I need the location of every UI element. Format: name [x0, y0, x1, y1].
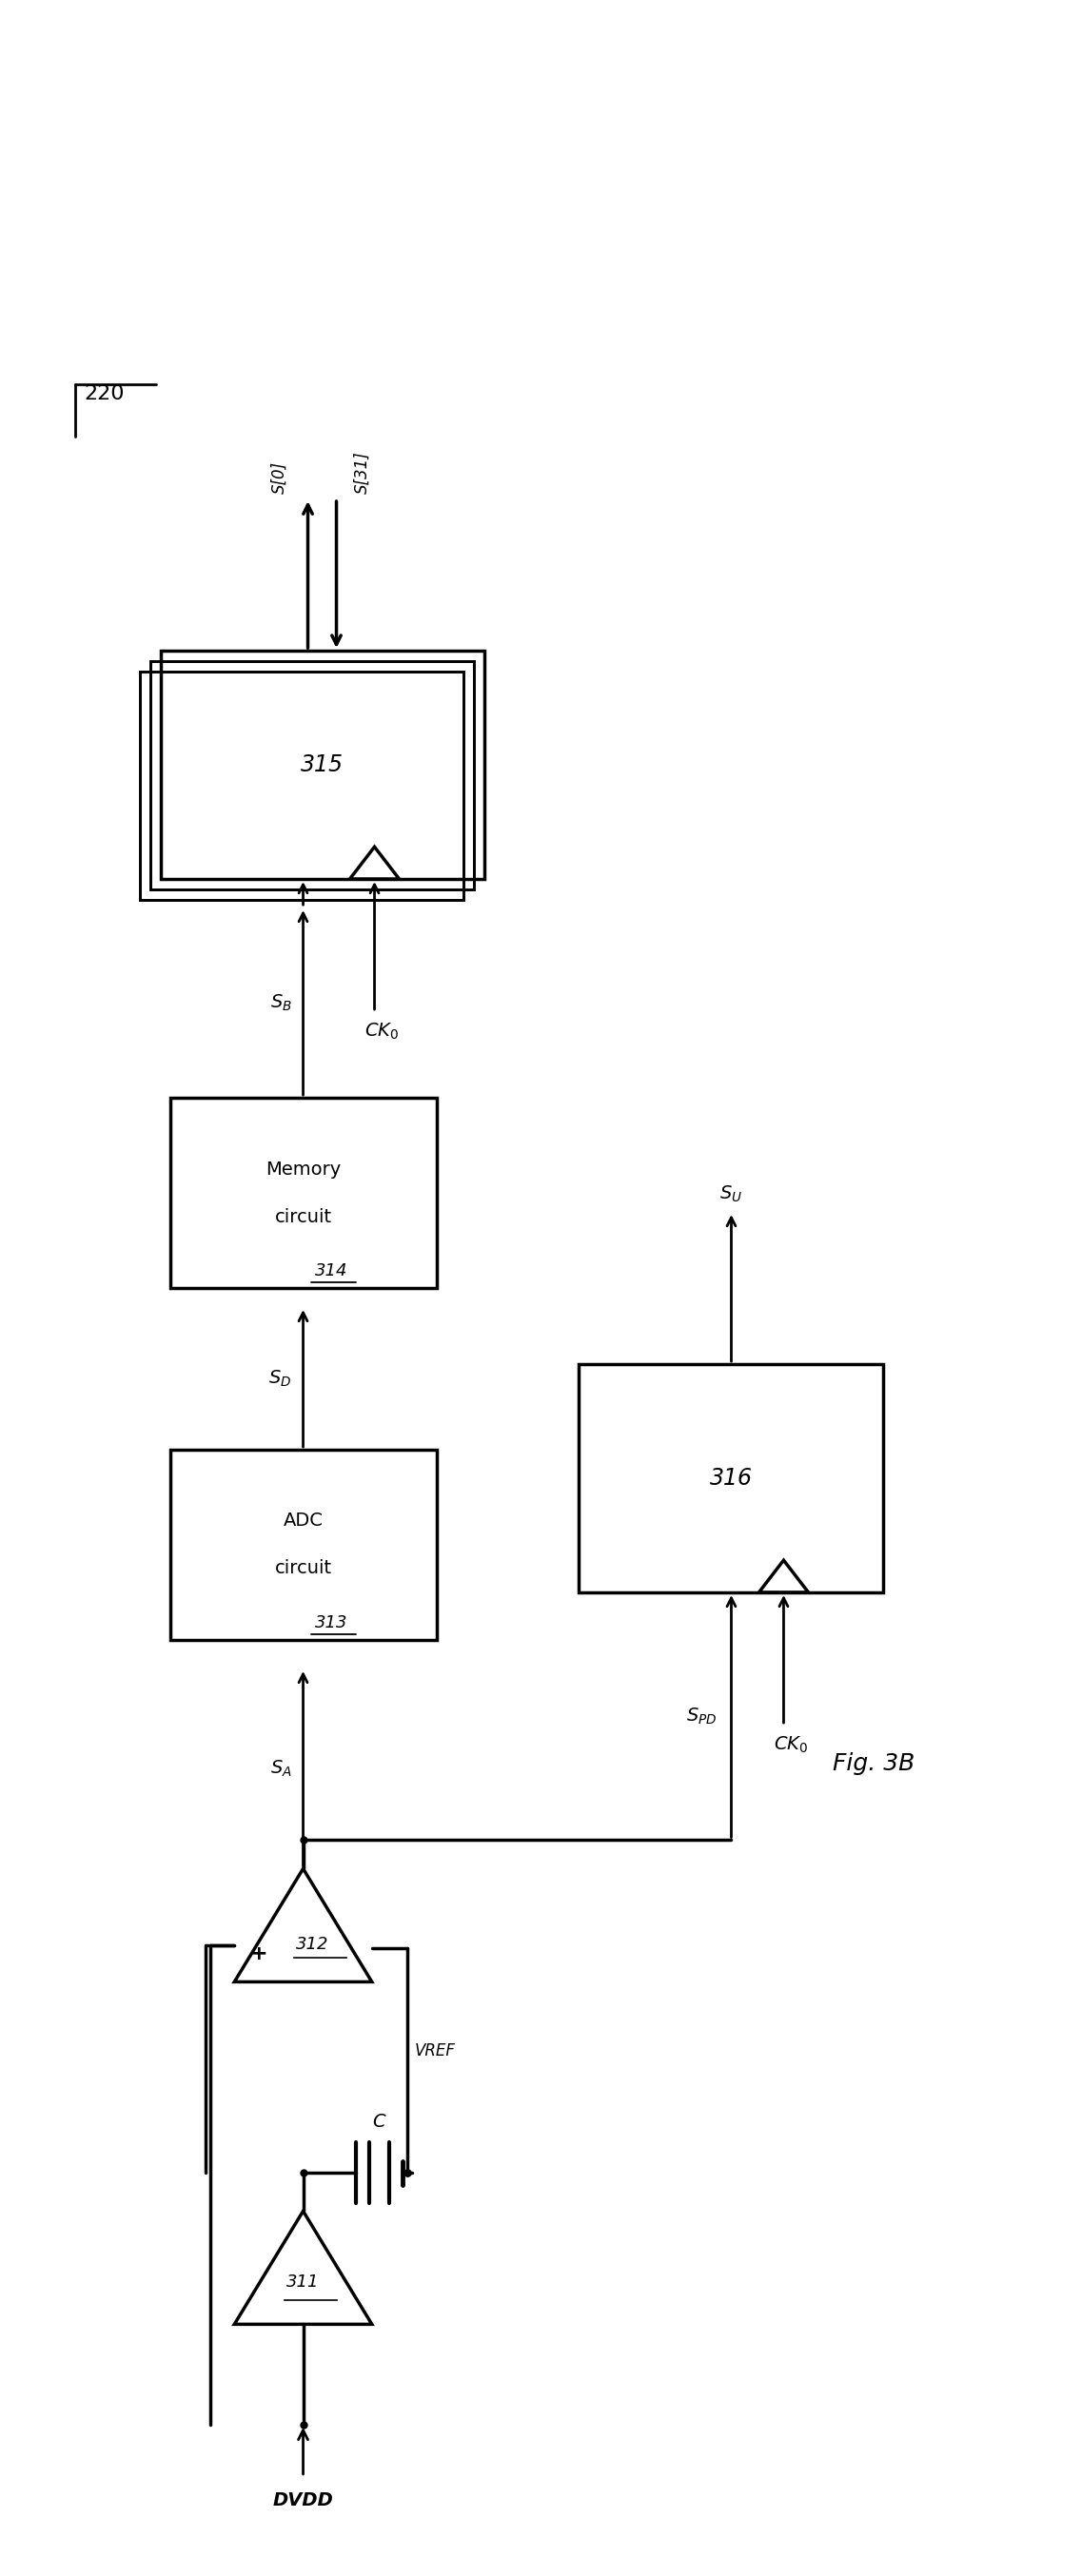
- Text: DVDD: DVDD: [273, 2491, 333, 2509]
- Text: 313: 313: [315, 1615, 348, 1631]
- Bar: [150, 662, 474, 889]
- Text: 314: 314: [315, 1262, 348, 1280]
- Text: S[0]: S[0]: [270, 461, 288, 495]
- Text: $CK_0$: $CK_0$: [365, 1023, 399, 1041]
- Text: S[31]: S[31]: [354, 451, 371, 495]
- Text: $S_U$: $S_U$: [720, 1185, 742, 1206]
- Bar: [579, 1365, 884, 1592]
- Text: $S_A$: $S_A$: [270, 1759, 292, 1777]
- Text: $S_B$: $S_B$: [269, 992, 292, 1012]
- Text: Memory: Memory: [265, 1159, 341, 1177]
- Text: VREF: VREF: [414, 2043, 456, 2061]
- Bar: [170, 1097, 436, 1288]
- Text: ADC: ADC: [283, 1512, 324, 1530]
- Text: circuit: circuit: [275, 1208, 332, 1226]
- Text: C: C: [372, 2112, 385, 2130]
- Text: 311: 311: [287, 2275, 319, 2290]
- Text: +: +: [250, 1945, 267, 1963]
- Text: 312: 312: [296, 1935, 329, 1953]
- Text: $CK_0$: $CK_0$: [774, 1736, 808, 1754]
- Text: 316: 316: [710, 1466, 753, 1489]
- Text: Fig. 3B: Fig. 3B: [833, 1752, 915, 1775]
- Text: $S_{PD}$: $S_{PD}$: [686, 1705, 717, 1726]
- Text: 220: 220: [84, 384, 124, 404]
- Bar: [160, 652, 484, 878]
- Bar: [140, 672, 463, 899]
- Text: $S_D$: $S_D$: [268, 1368, 292, 1388]
- Text: circuit: circuit: [275, 1558, 332, 1577]
- Bar: [170, 1450, 436, 1641]
- Text: 315: 315: [301, 752, 344, 775]
